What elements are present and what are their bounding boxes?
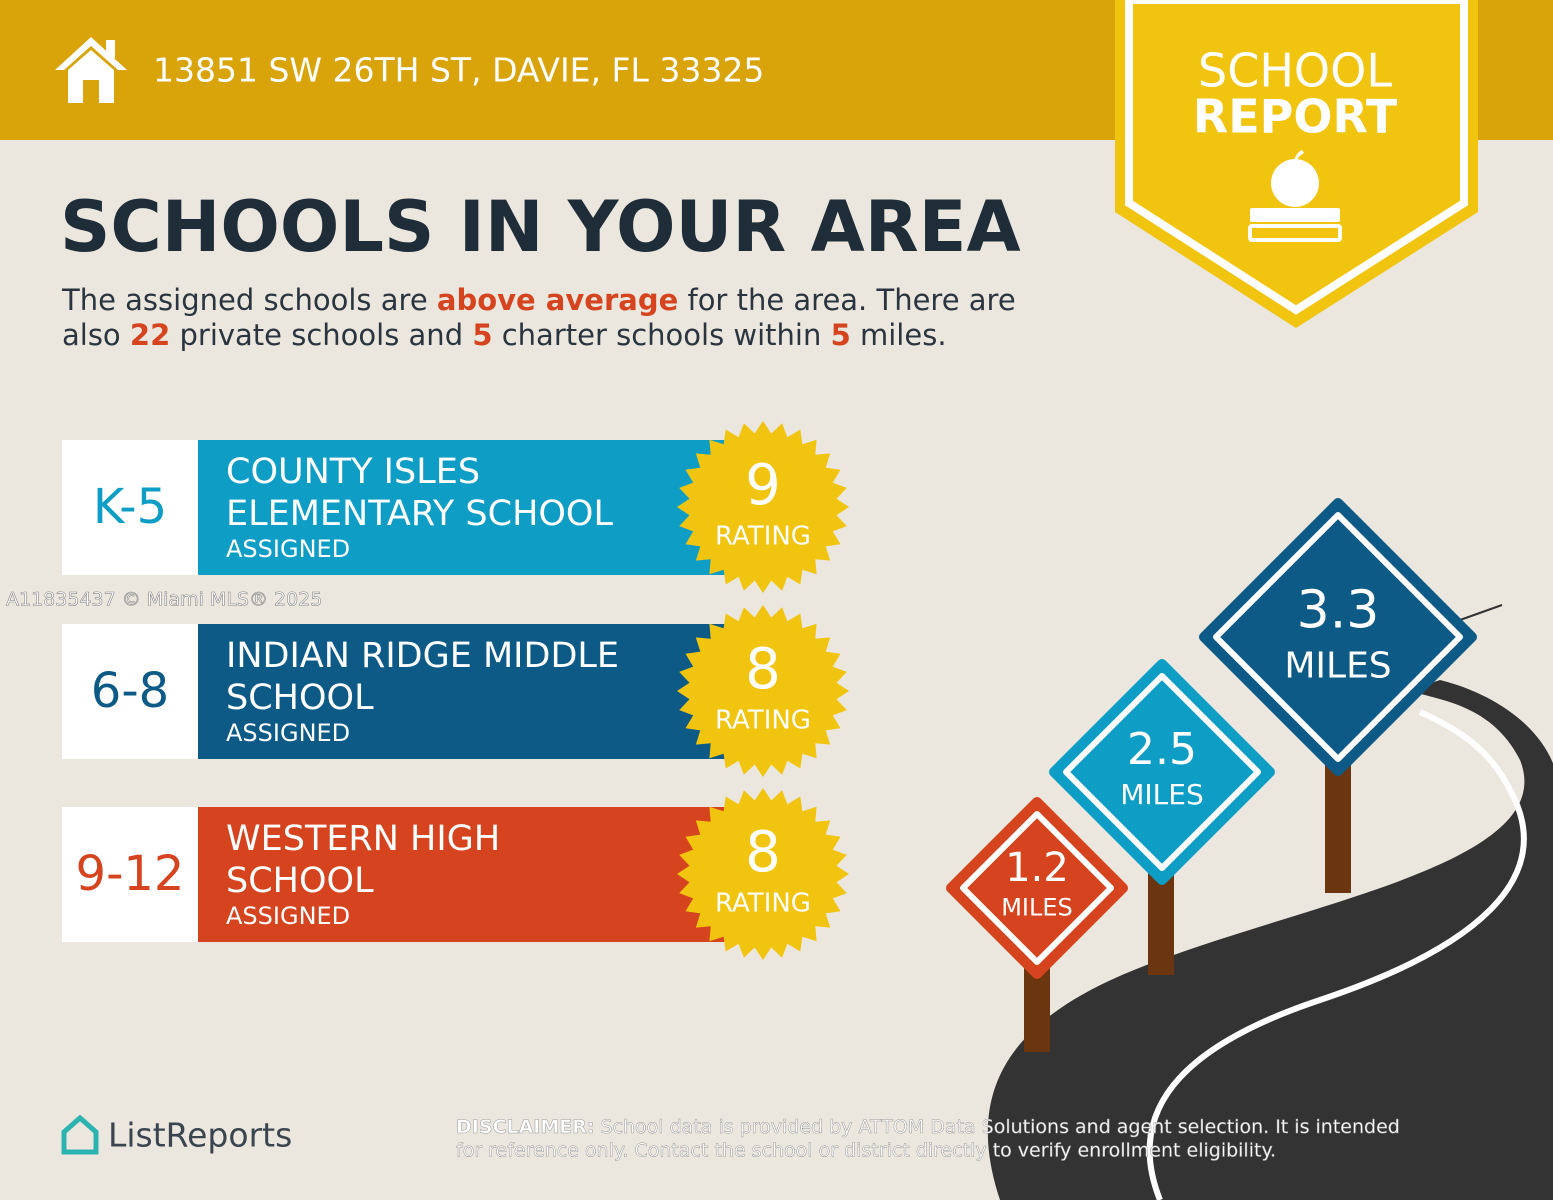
road <box>987 604 1553 1200</box>
school-bar <box>198 624 763 759</box>
intro-text: also <box>62 318 130 352</box>
school-name: SCHOOL <box>226 678 374 718</box>
school-bar <box>198 440 763 575</box>
home-icon <box>55 37 127 103</box>
title: SCHOOLS IN YOUR AREA <box>60 186 1021 268</box>
sign-unit: MILES <box>1120 778 1203 811</box>
school-name: INDIAN RIDGE MIDDLE <box>226 636 619 676</box>
apple-books-icon <box>1248 150 1342 242</box>
badge-line2: REPORT <box>1193 90 1398 144</box>
rating-seal <box>677 605 849 777</box>
school-name: SCHOOL <box>226 861 374 901</box>
school-status: ASSIGNED <box>226 535 350 563</box>
intro-line1: The assigned schools are above average f… <box>61 283 1016 317</box>
intro-text: for the area. There are <box>678 283 1015 317</box>
rating-label: RATING <box>715 706 811 736</box>
rating-label: RATING <box>715 889 811 919</box>
sign-board <box>946 797 1128 979</box>
disclaimer-line1: DISCLAIMER: School data is provided by A… <box>456 1116 1400 1138</box>
grade-box <box>62 807 198 942</box>
badge: SCHOOL REPORT <box>1115 0 1478 328</box>
school-status: ASSIGNED <box>226 719 350 747</box>
rating: 9 <box>745 453 781 518</box>
grade-box <box>62 440 198 575</box>
grade: K-5 <box>93 479 167 535</box>
intro-text: miles. <box>851 318 947 352</box>
intro-line2: also 22 private schools and 5 charter sc… <box>62 318 947 352</box>
sign-border <box>1213 512 1463 762</box>
grade: 9-12 <box>76 846 185 902</box>
distance-sign: 3.3 MILES <box>1199 498 1477 893</box>
disclaimer-text: School data is provided by ATTOM Data So… <box>594 1116 1399 1138</box>
grade: 6-8 <box>91 663 169 719</box>
grade-box <box>62 624 198 759</box>
school-name: COUNTY ISLES <box>226 452 480 492</box>
sign-border <box>1063 673 1261 871</box>
disclaimer-label: DISCLAIMER: <box>456 1116 594 1138</box>
intro-text: charter schools within <box>493 318 831 352</box>
intro-highlight: 5 <box>831 318 851 352</box>
rating: 8 <box>745 637 781 702</box>
rating-seal <box>677 788 849 960</box>
rating-seal <box>677 421 849 593</box>
school-name: ELEMENTARY SCHOOL <box>226 494 613 534</box>
sign-unit: MILES <box>1001 893 1073 921</box>
sign-unit: MILES <box>1284 646 1391 687</box>
rating-label: RATING <box>715 522 811 552</box>
school-bar <box>198 807 763 942</box>
sign-distance: 3.3 <box>1297 581 1380 641</box>
badge-line1: SCHOOL <box>1198 44 1392 98</box>
sign-border <box>960 811 1114 965</box>
intro-highlight: 22 <box>130 318 170 352</box>
school-status: ASSIGNED <box>226 902 350 930</box>
intro-text: The assigned schools are <box>61 283 437 317</box>
sign-board <box>1049 659 1275 885</box>
address: 13851 SW 26TH ST, DAVIE, FL 33325 <box>153 51 764 90</box>
sign-board <box>1199 498 1477 776</box>
intro-text: private schools and <box>170 318 472 352</box>
sign-distance: 2.5 <box>1127 724 1197 775</box>
disclaimer-line2: for reference only. Contact the school o… <box>456 1140 1276 1162</box>
intro-highlight: 5 <box>472 318 492 352</box>
sign-distance: 1.2 <box>1005 845 1069 891</box>
watermark: A11835437 © Miami MLS® 2025 <box>6 589 322 611</box>
logo: ListReports <box>61 1114 292 1155</box>
logo-text: ListReports <box>108 1116 292 1155</box>
school-name: WESTERN HIGH <box>226 819 500 859</box>
rating: 8 <box>745 820 781 885</box>
intro-highlight: above average <box>437 283 678 317</box>
